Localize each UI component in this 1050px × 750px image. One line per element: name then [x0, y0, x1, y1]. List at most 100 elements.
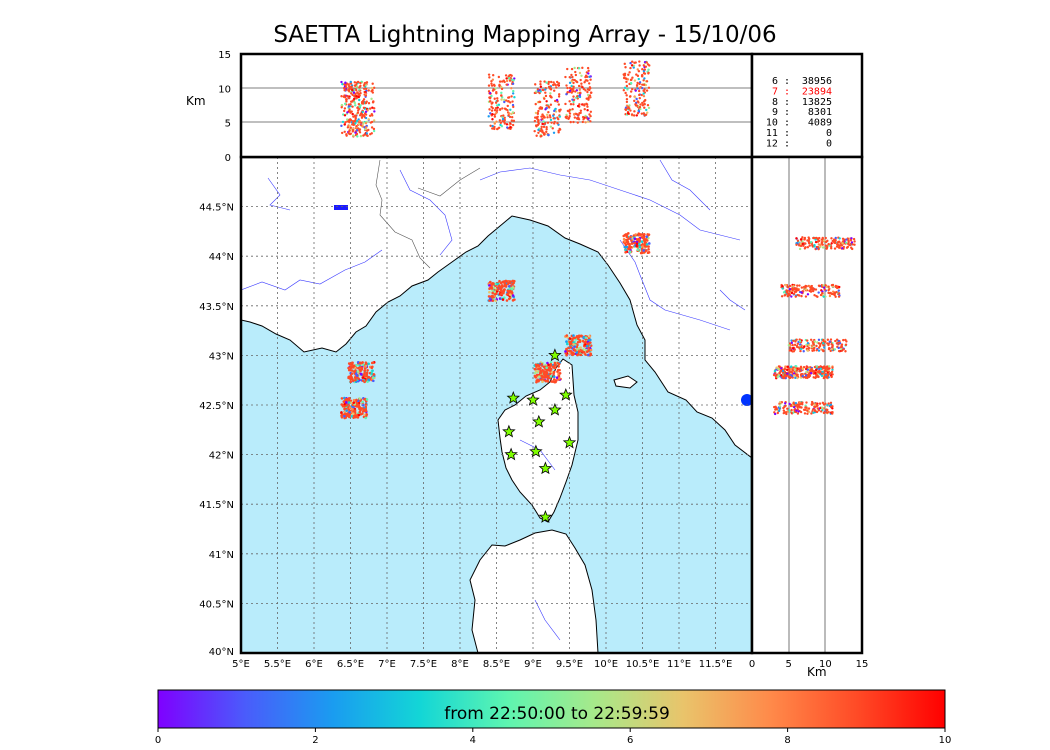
altitude-point — [538, 100, 541, 104]
side-point — [851, 243, 854, 246]
altitude-panel: 0 5 10 15 Km — [186, 50, 754, 164]
side-point — [817, 291, 820, 294]
lightning-point — [647, 245, 650, 248]
altitude-point — [348, 110, 352, 113]
altitude-point — [629, 61, 632, 65]
lightning-point — [351, 412, 355, 416]
altitude-point — [348, 124, 351, 128]
altitude-point — [355, 94, 358, 98]
altitude-point — [587, 69, 590, 72]
altitude-point — [648, 64, 651, 67]
altitude-point — [367, 118, 370, 121]
side-point — [826, 367, 830, 371]
lightning-point — [343, 396, 346, 400]
lightning-point — [576, 353, 579, 357]
altitude-point — [491, 78, 495, 81]
altitude-point — [500, 85, 503, 89]
altitude-point — [362, 121, 365, 124]
altitude-point — [549, 92, 552, 95]
side-point — [780, 373, 783, 377]
side-point — [852, 237, 856, 241]
station-star — [506, 390, 521, 404]
side-point — [788, 410, 792, 413]
altitude-point — [632, 114, 636, 117]
altitude-tick-label: 5 — [225, 119, 231, 130]
side-point — [803, 238, 806, 241]
altitude-point — [507, 96, 510, 99]
side-point — [824, 244, 828, 247]
altitude-point — [646, 103, 650, 107]
lightning-point — [552, 365, 556, 369]
lon-label: 5°E — [232, 659, 250, 670]
altitude-point — [499, 123, 502, 127]
altitude-point — [489, 100, 492, 103]
side-point — [830, 347, 833, 351]
side-point — [844, 343, 848, 346]
altitude-point — [503, 120, 506, 124]
altitude-point — [540, 134, 543, 138]
side-point — [775, 406, 778, 410]
side-point — [807, 407, 811, 410]
side-point — [814, 405, 817, 408]
side-point — [835, 290, 838, 294]
colorbar-tick-label: 10 — [939, 735, 952, 746]
lightning-point — [503, 284, 507, 288]
side-point — [819, 293, 823, 297]
altitude-point — [570, 67, 574, 71]
altitude-point — [543, 122, 547, 125]
side-point — [821, 406, 824, 409]
side-point — [823, 369, 826, 373]
side-point — [830, 375, 833, 379]
altitude-point — [540, 125, 543, 129]
lightning-point — [557, 362, 561, 366]
lightning-point — [356, 370, 360, 373]
altitude-point — [643, 114, 646, 117]
altitude-point — [361, 123, 364, 126]
lightning-point — [366, 380, 369, 383]
side-point — [813, 288, 816, 291]
altitude-point — [363, 83, 366, 86]
lightning-point — [576, 336, 580, 340]
lightning-point — [487, 295, 491, 298]
altitude-point — [565, 84, 568, 87]
lightning-point — [358, 397, 361, 400]
altitude-point — [340, 103, 344, 107]
altitude-point — [549, 116, 552, 119]
side-point — [802, 350, 805, 353]
altitude-point — [639, 107, 642, 111]
altitude-point — [635, 84, 639, 87]
side-point — [784, 284, 787, 287]
altitude-point — [587, 72, 590, 75]
lightning-point — [547, 363, 550, 367]
altitude-point — [499, 121, 503, 124]
altitude-point — [589, 78, 592, 81]
altitude-point — [364, 87, 368, 91]
side-point — [798, 244, 801, 247]
lightning-point — [643, 244, 647, 248]
lightning-point — [541, 380, 544, 384]
altitude-point — [586, 66, 590, 70]
altitude-point — [545, 81, 548, 84]
corsica-island — [497, 358, 579, 523]
station-star — [562, 435, 577, 449]
side-background — [752, 157, 862, 653]
altitude-point — [545, 130, 548, 134]
lightning-point — [552, 371, 555, 375]
altitude-point — [345, 118, 349, 121]
lightning-point — [508, 287, 512, 290]
altitude-point — [622, 88, 626, 92]
side-point — [829, 338, 833, 341]
side-point — [829, 401, 833, 405]
lightning-point — [505, 299, 509, 302]
altitude-point — [568, 115, 571, 118]
lightning-point — [623, 239, 627, 243]
side-point — [798, 339, 802, 343]
altitude-point — [500, 94, 503, 97]
altitude-point — [586, 120, 590, 123]
altitude-point — [362, 106, 366, 110]
lightning-point — [370, 372, 374, 375]
lightning-point — [549, 361, 553, 364]
altitude-point — [580, 74, 583, 77]
lightning-point — [581, 339, 585, 343]
